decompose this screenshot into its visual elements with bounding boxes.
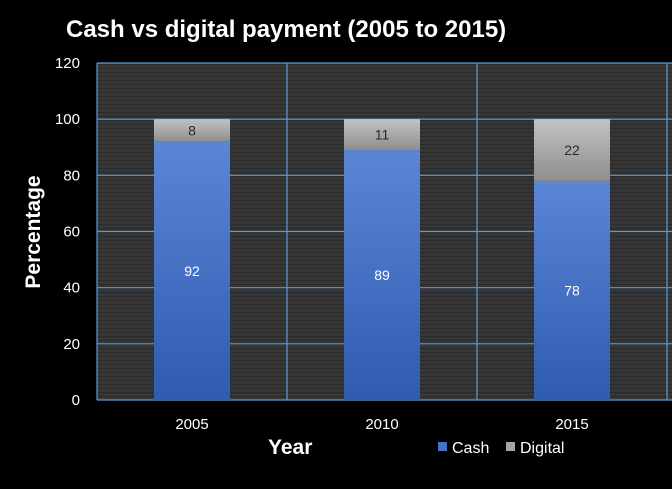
x-tick-label: 2010 <box>365 416 398 433</box>
legend-swatch-cash <box>438 442 447 451</box>
data-label: 92 <box>184 263 200 279</box>
bar-cash <box>534 180 610 400</box>
chart-title: Cash vs digital payment (2005 to 2015) <box>66 16 506 43</box>
x-tick-label: 2005 <box>175 416 208 433</box>
bar-digital <box>344 119 420 151</box>
data-label: 22 <box>564 142 580 158</box>
y-tick-label: 60 <box>63 224 80 241</box>
y-tick-label: 0 <box>72 392 80 409</box>
bar-cash <box>154 141 230 400</box>
legend-swatch-digital <box>506 442 515 451</box>
y-tick-label: 120 <box>55 55 80 72</box>
bar-digital <box>534 119 610 181</box>
x-tick-label: 2015 <box>555 416 588 433</box>
bar-cash <box>344 150 420 400</box>
bars <box>154 119 610 400</box>
data-label: 8 <box>188 122 196 138</box>
legend: Cash Digital <box>438 440 564 457</box>
x-axis-title: Year <box>268 436 312 459</box>
y-tick-label: 20 <box>63 336 80 353</box>
data-label: 78 <box>564 282 580 298</box>
y-tick-label: 40 <box>63 280 80 297</box>
data-labels: 92 8 89 11 78 22 <box>184 122 580 298</box>
y-axis-title: Percentage <box>22 175 45 288</box>
legend-label: Cash <box>452 440 489 457</box>
data-label: 89 <box>374 267 390 283</box>
legend-label: Digital <box>520 440 564 457</box>
y-axis: 0 20 40 60 80 100 120 <box>55 55 80 409</box>
x-axis: 2005 2010 2015 <box>175 416 588 433</box>
y-tick-label: 80 <box>63 167 80 184</box>
data-label: 11 <box>375 127 390 143</box>
y-tick-label: 100 <box>55 111 80 128</box>
bar-digital <box>154 119 230 142</box>
